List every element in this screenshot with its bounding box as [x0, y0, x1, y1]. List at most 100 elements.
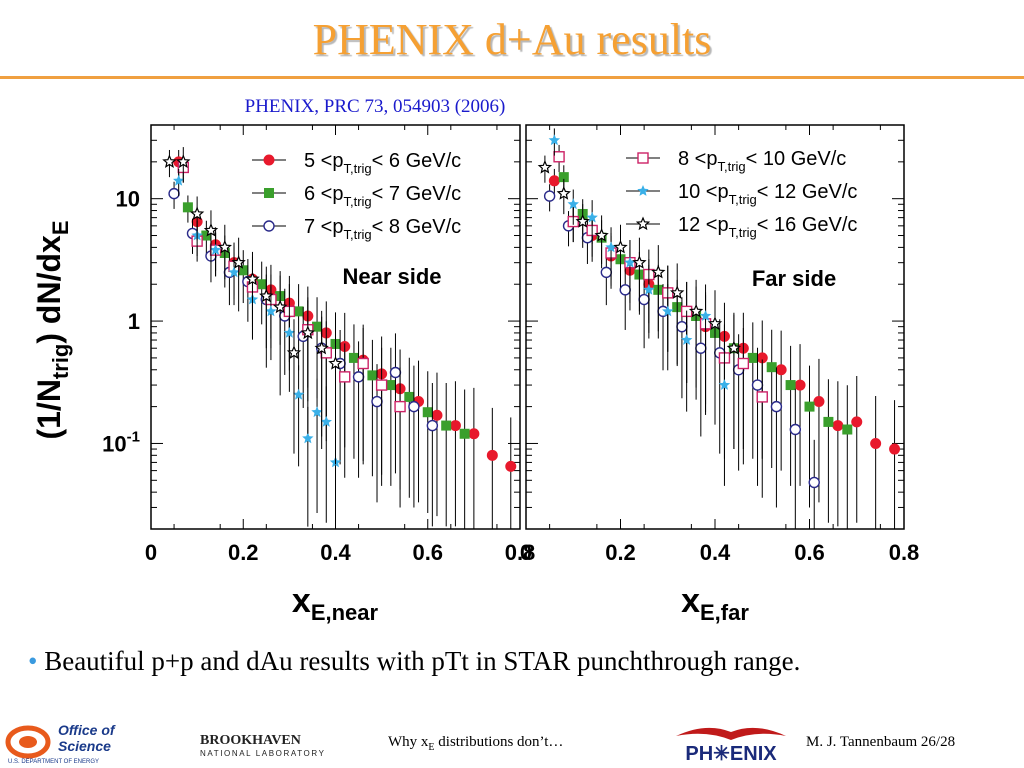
data-point — [556, 186, 571, 200]
data-point — [832, 420, 844, 432]
data-point — [441, 420, 452, 431]
data-point — [619, 284, 631, 296]
data-point — [375, 379, 388, 391]
data-point — [695, 342, 707, 354]
legend-marker — [263, 154, 275, 166]
y-axis-label-sub: trig — [48, 344, 73, 379]
y-tick-label: 10 — [116, 187, 140, 212]
data-point — [182, 202, 193, 213]
legend-label: 10 <pT,trig< 12 GeV/c — [678, 181, 857, 207]
data-point — [293, 306, 304, 317]
data-point — [312, 321, 323, 332]
data-point — [726, 340, 742, 355]
legend-marker — [263, 220, 275, 232]
bullet-text: Beautiful p+p and dAu results with pTt i… — [44, 646, 801, 676]
data-point — [256, 279, 267, 290]
footer-title: Why xE distributions don’t… — [388, 734, 563, 753]
legend-label-part2: < 12 GeV/c — [757, 181, 858, 203]
x-tick-label: 0.2 — [228, 540, 259, 565]
phenix-logo: PH✳ENIX — [676, 727, 786, 765]
data-point — [231, 255, 246, 269]
y-axis-label-sub2: E — [48, 220, 73, 235]
x-tick-label: 0 — [145, 540, 157, 565]
data-point — [537, 159, 553, 174]
data-point — [173, 174, 185, 186]
data-point — [548, 134, 561, 146]
legend-label-sub: T,trig — [343, 161, 371, 176]
data-point — [201, 230, 212, 241]
data-point — [422, 407, 433, 418]
legend-label: 7 <pT,trig< 8 GeV/c — [304, 216, 461, 242]
data-point — [586, 211, 598, 223]
data-point — [553, 151, 565, 163]
data-point — [699, 310, 712, 321]
xe-distribution-figure: (1/Ntrig) dN/dxE xE,near xE,far Near sid… — [31, 124, 919, 625]
legend-label-part1: 5 <p — [304, 150, 343, 172]
data-point — [339, 371, 351, 383]
data-point — [624, 256, 636, 268]
legend-label-part2: < 6 GeV/c — [372, 150, 462, 172]
legend-marker — [264, 188, 274, 198]
doe-logo-line3: U.S. DEPARTMENT OF ENERGY — [8, 759, 99, 765]
x-tick-label: 0.6 — [794, 540, 825, 565]
data-point — [389, 366, 402, 379]
legend-label-sub: T,trig — [729, 225, 757, 240]
phenix-logo-text: PH✳ENIX — [685, 743, 777, 765]
y-tick-label-exp: -1 — [127, 428, 140, 445]
far-x-axis-label-sub: E,far — [700, 600, 749, 625]
data-point — [189, 206, 205, 221]
near-x-axis-label-main: x — [292, 582, 311, 620]
footer-title-sub: E — [428, 742, 435, 753]
brookhaven-logo: BROOKHAVEN NATIONAL LABORATORY — [200, 733, 326, 758]
x-tick-label: 0 — [520, 540, 532, 565]
data-point — [737, 357, 750, 370]
phenix-wing-icon — [676, 727, 786, 740]
data-point — [823, 416, 834, 427]
far-x-axis-label: xE,far — [681, 582, 749, 625]
data-point — [543, 190, 556, 202]
legend-marker — [637, 152, 649, 164]
legend-label-part1: 7 <p — [304, 216, 343, 238]
y-axis-label-part1: (1/N — [31, 379, 67, 439]
data-point — [643, 283, 655, 295]
doe-office-of-science-logo: Office of Science U.S. DEPARTMENT OF ENE… — [5, 722, 116, 765]
data-point — [889, 443, 901, 455]
legend-label-part2: < 16 GeV/c — [757, 214, 858, 236]
legend-label: 5 <pT,trig< 6 GeV/c — [304, 150, 461, 176]
data-point — [286, 345, 302, 359]
bnl-logo-line2: NATIONAL LABORATORY — [200, 749, 326, 758]
data-point — [292, 388, 305, 400]
data-point — [238, 265, 249, 276]
data-point — [283, 326, 296, 338]
doe-swirl-icon — [5, 725, 51, 759]
data-point — [217, 239, 232, 254]
title-divider — [0, 76, 1024, 79]
data-point — [426, 419, 439, 432]
legend-marker — [635, 216, 651, 231]
data-point — [228, 266, 240, 278]
data-point — [404, 391, 415, 402]
legend-label-part2: < 8 GeV/c — [372, 216, 462, 238]
legend-marker — [637, 185, 649, 196]
legend-label: 12 <pT,trig< 16 GeV/c — [678, 214, 857, 240]
x-tick-label: 0.4 — [320, 540, 351, 565]
x-tick-label: 0.4 — [700, 540, 731, 565]
data-point — [813, 396, 825, 408]
data-point — [842, 424, 853, 435]
near-x-axis-label: xE,near — [292, 582, 379, 625]
data-point — [468, 428, 480, 440]
data-point — [245, 271, 260, 286]
data-point — [632, 255, 647, 269]
y-tick-label-base: 10 — [102, 431, 126, 456]
data-point — [352, 371, 365, 383]
bnl-logo-line1: BROOKHAVEN — [200, 733, 301, 748]
data-point — [751, 379, 764, 391]
data-point — [688, 303, 704, 318]
data-point — [265, 305, 277, 317]
data-point — [567, 198, 579, 210]
y-axis-label-part2: ) dN/dx — [31, 235, 67, 344]
data-point — [558, 172, 569, 183]
data-point — [328, 355, 343, 370]
data-point — [162, 154, 177, 169]
y-tick-label-base: 10 — [116, 187, 140, 212]
